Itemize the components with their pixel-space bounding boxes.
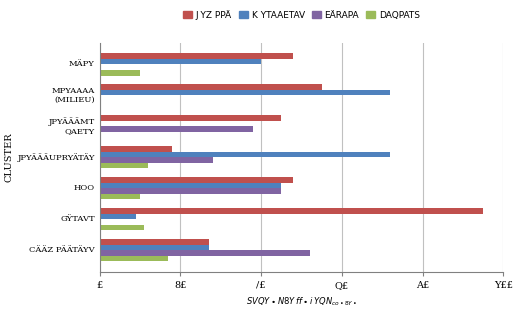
Bar [100,256,169,261]
Bar [100,177,294,183]
Bar [100,239,209,245]
Bar [100,188,281,194]
X-axis label: $SVQY\bullet N8Y\,ff\bullet i\,YQN_{co\bullet 8Y\bullet}$: $SVQY\bullet N8Y\,ff\bullet i\,YQN_{co\b… [246,295,357,308]
Bar [100,90,390,95]
Bar [100,208,483,214]
Bar [100,59,261,65]
Bar [100,163,148,168]
Bar [100,53,294,59]
Bar [100,157,212,163]
Bar [100,183,281,188]
Legend: J YZ PPÄ, K YTAAETAV, EÄRAPA, DAQPATS: J YZ PPÄ, K YTAAETAV, EÄRAPA, DAQPATS [179,6,423,23]
Bar [100,194,140,199]
Bar [100,146,172,152]
Bar [100,245,209,250]
Bar [100,115,281,121]
Bar [100,250,310,256]
Bar [100,126,253,132]
Bar [100,225,144,230]
Bar [100,84,322,90]
Y-axis label: CLUSTER: CLUSTER [4,133,13,182]
Bar [100,152,390,157]
Bar [100,70,140,76]
Bar [100,214,136,219]
